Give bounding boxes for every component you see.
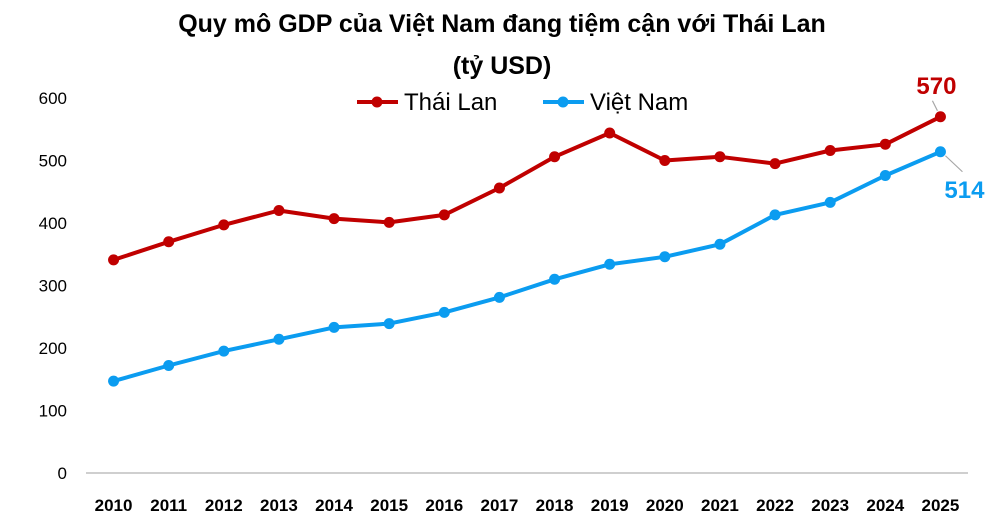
x-tick-label: 2011 <box>150 496 187 515</box>
legend-label-viet-nam: Việt Nam <box>590 89 688 116</box>
data-point-thai-lan <box>163 236 175 248</box>
x-tick-label: 2010 <box>95 496 133 515</box>
data-point-thai-lan <box>438 209 450 221</box>
data-point-viet-nam <box>879 170 891 181</box>
y-tick-label: 500 <box>39 152 67 171</box>
x-tick-label: 2013 <box>260 496 298 515</box>
y-axis-ticks: 0 100 200 300 400 500 600 <box>39 89 67 483</box>
data-point-viet-nam <box>273 333 285 345</box>
data-point-viet-nam <box>218 345 230 357</box>
chart-title: Quy mô GDP của Việt Nam đang tiệm cận vớ… <box>178 10 826 38</box>
data-point-thai-lan <box>769 158 781 170</box>
data-point-viet-nam <box>934 146 946 158</box>
data-point-thai-lan <box>273 205 285 216</box>
data-point-thai-lan <box>604 127 616 139</box>
x-tick-label: 2021 <box>701 496 739 515</box>
x-tick-label: 2012 <box>205 496 243 515</box>
x-tick-label: 2019 <box>591 496 629 515</box>
data-point-thai-lan <box>824 145 836 156</box>
x-tick-label: 2022 <box>756 496 794 515</box>
x-tick-label: 2015 <box>370 496 408 515</box>
data-point-viet-nam <box>328 321 340 333</box>
data-point-viet-nam <box>604 258 616 270</box>
data-point-thai-lan <box>714 151 726 163</box>
x-tick-label: 2017 <box>481 496 519 515</box>
x-tick-label: 2020 <box>646 496 684 515</box>
y-tick-label: 200 <box>39 339 67 358</box>
x-tick-label: 2016 <box>425 496 463 515</box>
series-layer <box>108 111 946 387</box>
data-point-viet-nam <box>383 318 395 330</box>
leader-line-thai-lan <box>931 100 938 112</box>
data-point-viet-nam <box>659 251 671 263</box>
x-tick-label: 2025 <box>922 496 960 515</box>
data-point-thai-lan <box>328 213 340 225</box>
legend: Thái Lan Việt Nam <box>357 89 688 116</box>
data-point-viet-nam <box>769 209 781 221</box>
x-tick-label: 2024 <box>866 496 904 515</box>
data-point-thai-lan <box>549 151 561 163</box>
x-tick-label: 2014 <box>315 496 353 515</box>
y-tick-label: 0 <box>58 464 67 483</box>
x-tick-label: 2018 <box>536 496 574 515</box>
data-point-thai-lan <box>383 216 395 228</box>
data-point-thai-lan <box>659 155 671 166</box>
y-tick-label: 600 <box>39 89 67 108</box>
x-tick-label: 2023 <box>811 496 849 515</box>
data-point-viet-nam <box>163 360 175 371</box>
x-axis-ticks: 2010 2011 2012 2013 2014 2015 2016 2017 2018 2019… <box>95 496 960 515</box>
end-label-viet-nam: 514 <box>944 177 985 204</box>
data-point-viet-nam <box>438 306 450 318</box>
end-labels: 570 514 <box>916 73 985 204</box>
legend-marker-viet-nam <box>557 96 569 108</box>
y-tick-label: 400 <box>39 214 67 233</box>
series-line-viet-nam <box>111 149 943 384</box>
data-point-thai-lan <box>218 219 230 231</box>
data-point-viet-nam <box>549 273 561 285</box>
series-line-thai-lan <box>111 114 943 262</box>
data-point-thai-lan <box>108 254 120 266</box>
data-point-viet-nam <box>493 291 505 303</box>
data-point-thai-lan <box>879 138 891 150</box>
y-tick-label: 100 <box>39 402 67 421</box>
legend-label-thai-lan: Thái Lan <box>404 89 497 116</box>
legend-marker-thai-lan <box>371 96 383 108</box>
end-label-thai-lan: 570 <box>916 73 956 100</box>
data-point-thai-lan <box>934 111 946 123</box>
data-point-thai-lan <box>493 182 505 194</box>
data-point-viet-nam <box>108 375 120 387</box>
y-tick-label: 300 <box>39 277 67 296</box>
chart-subtitle: (tỷ USD) <box>453 52 552 80</box>
data-point-viet-nam <box>714 238 726 250</box>
leader-line-viet-nam <box>945 155 963 173</box>
data-point-viet-nam <box>824 196 836 208</box>
